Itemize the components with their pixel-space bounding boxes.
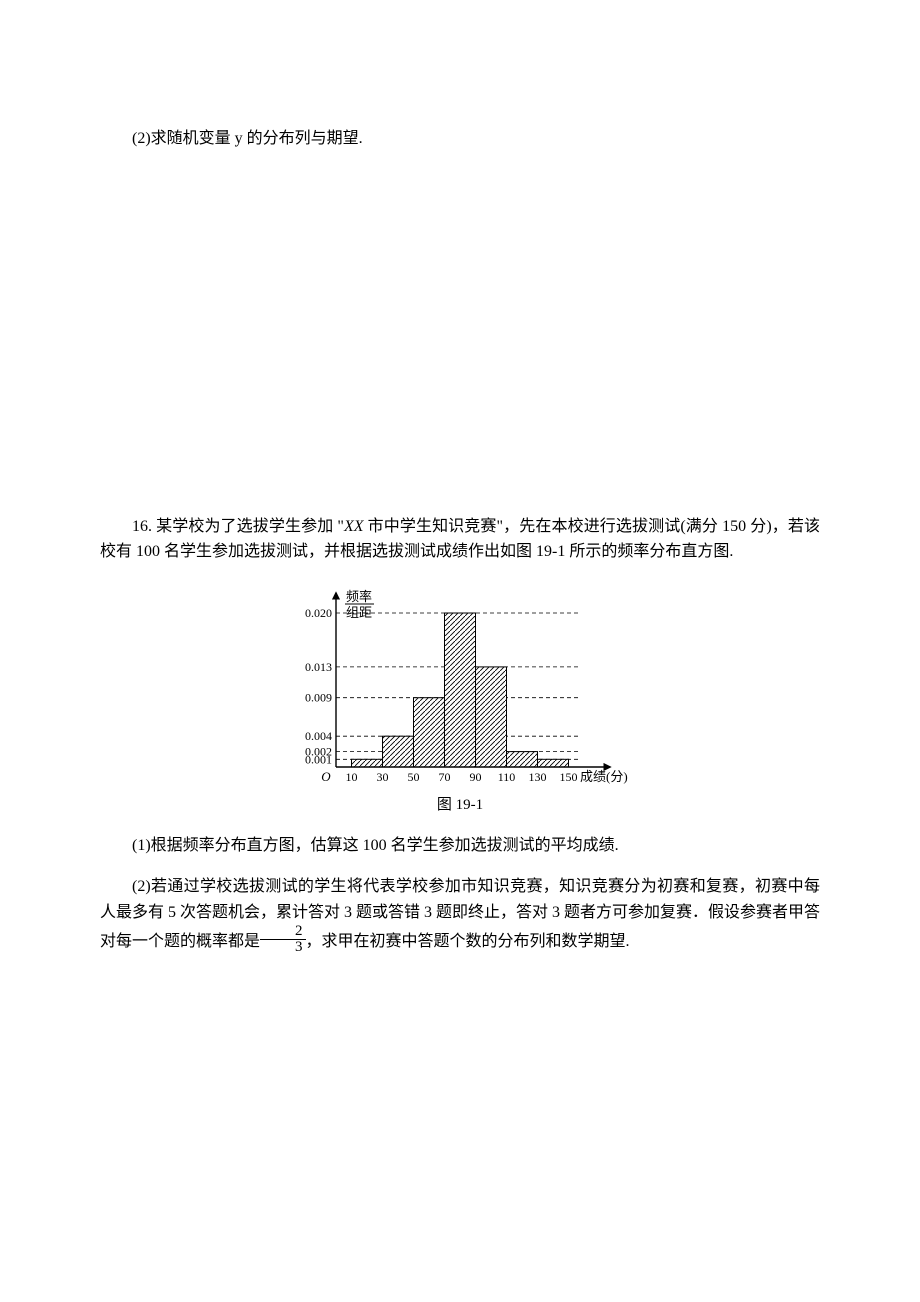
svg-text:10: 10	[346, 770, 358, 784]
svg-text:30: 30	[377, 770, 389, 784]
q16-part2-b: ，求甲在初赛中答题个数的分布列和数学期望.	[306, 932, 630, 949]
fraction-numerator: 2	[260, 924, 306, 941]
svg-text:0.009: 0.009	[305, 690, 332, 704]
svg-text:0.013: 0.013	[305, 660, 332, 674]
histogram-figure: 0.0010.0020.0040.0090.0130.0201030507090…	[100, 581, 820, 791]
q16-intro-italic: XX	[344, 518, 364, 535]
document-page: (2)求随机变量 y 的分布列与期望. 16. 某学校为了选拔学生参加 "XX …	[0, 0, 920, 1302]
vertical-blank-space	[100, 168, 820, 498]
q16-intro: 16. 某学校为了选拔学生参加 "XX 市中学生知识竞赛"，先在本校进行选拔测试…	[100, 514, 820, 565]
q16-intro-a: 16. 某学校为了选拔学生参加 "	[132, 518, 344, 535]
svg-text:90: 90	[470, 770, 482, 784]
svg-text:150: 150	[560, 770, 578, 784]
svg-text:130: 130	[529, 770, 547, 784]
q16-part2: (2)若通过学校选拔测试的学生将代表学校参加市知识竞赛，知识竞赛分为初赛和复赛，…	[100, 874, 820, 958]
svg-text:50: 50	[408, 770, 420, 784]
fraction-denominator: 3	[260, 940, 306, 956]
svg-text:组距: 组距	[346, 605, 372, 620]
svg-text:成绩(分): 成绩(分)	[580, 769, 628, 784]
svg-text:0.004: 0.004	[305, 729, 332, 743]
svg-text:频率: 频率	[346, 589, 372, 604]
svg-text:0.020: 0.020	[305, 606, 332, 620]
fraction-two-thirds: 23	[260, 924, 306, 957]
svg-text:O: O	[321, 769, 331, 784]
q15-part2: (2)求随机变量 y 的分布列与期望.	[100, 126, 820, 152]
frequency-histogram: 0.0010.0020.0040.0090.0130.0201030507090…	[280, 581, 640, 791]
figure-caption: 图 19-1	[100, 793, 820, 817]
svg-text:0.002: 0.002	[305, 744, 332, 758]
svg-text:110: 110	[498, 770, 516, 784]
svg-text:70: 70	[439, 770, 451, 784]
q16-part1: (1)根据频率分布直方图，估算这 100 名学生参加选拔测试的平均成绩.	[100, 833, 820, 859]
